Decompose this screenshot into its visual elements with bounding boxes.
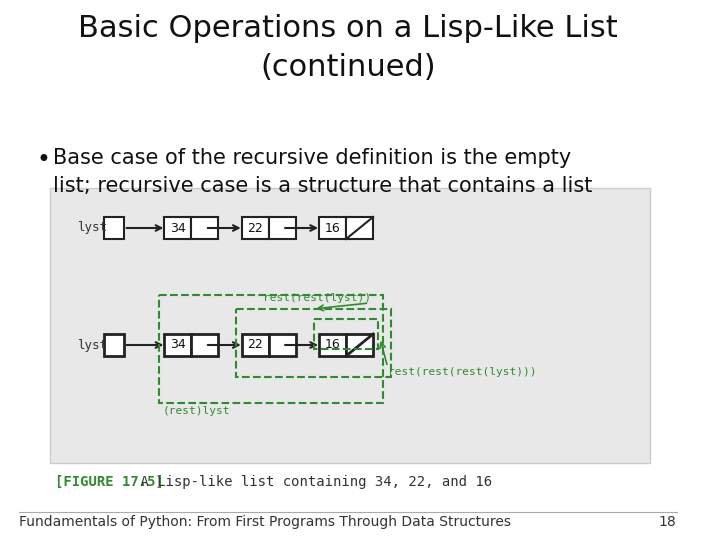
FancyBboxPatch shape <box>346 334 373 356</box>
Text: 16: 16 <box>325 221 341 234</box>
FancyBboxPatch shape <box>192 334 218 356</box>
FancyBboxPatch shape <box>346 217 373 239</box>
Text: lyst: lyst <box>77 221 107 234</box>
FancyBboxPatch shape <box>164 334 192 356</box>
Text: 22: 22 <box>248 339 263 352</box>
FancyBboxPatch shape <box>319 217 346 239</box>
FancyBboxPatch shape <box>50 188 649 463</box>
Text: Base case of the recursive definition is the empty
list; recursive case is a str: Base case of the recursive definition is… <box>53 148 593 196</box>
Text: 16: 16 <box>325 339 341 352</box>
Text: rest(rest(rest(lyst))): rest(rest(rest(lyst))) <box>387 367 536 377</box>
Text: 18: 18 <box>659 515 677 529</box>
FancyBboxPatch shape <box>242 217 269 239</box>
FancyBboxPatch shape <box>269 217 296 239</box>
FancyBboxPatch shape <box>104 217 124 239</box>
Text: •: • <box>37 148 50 172</box>
FancyBboxPatch shape <box>242 334 269 356</box>
Text: Fundamentals of Python: From First Programs Through Data Structures: Fundamentals of Python: From First Progr… <box>19 515 511 529</box>
Text: rest(rest(lyst)): rest(rest(lyst)) <box>264 293 372 303</box>
Text: 22: 22 <box>248 221 263 234</box>
Text: Basic Operations on a Lisp-Like List
(continued): Basic Operations on a Lisp-Like List (co… <box>78 15 618 82</box>
FancyBboxPatch shape <box>269 334 296 356</box>
FancyBboxPatch shape <box>192 217 218 239</box>
FancyBboxPatch shape <box>104 334 124 356</box>
Text: 34: 34 <box>170 339 186 352</box>
Text: lyst: lyst <box>77 339 107 352</box>
FancyBboxPatch shape <box>319 334 346 356</box>
FancyBboxPatch shape <box>164 217 192 239</box>
Text: [FIGURE 17.5]: [FIGURE 17.5] <box>55 475 164 489</box>
Text: (rest)lyst: (rest)lyst <box>163 406 230 416</box>
Text: A Lisp-like list containing 34, 22, and 16: A Lisp-like list containing 34, 22, and … <box>132 475 492 489</box>
Text: 34: 34 <box>170 221 186 234</box>
